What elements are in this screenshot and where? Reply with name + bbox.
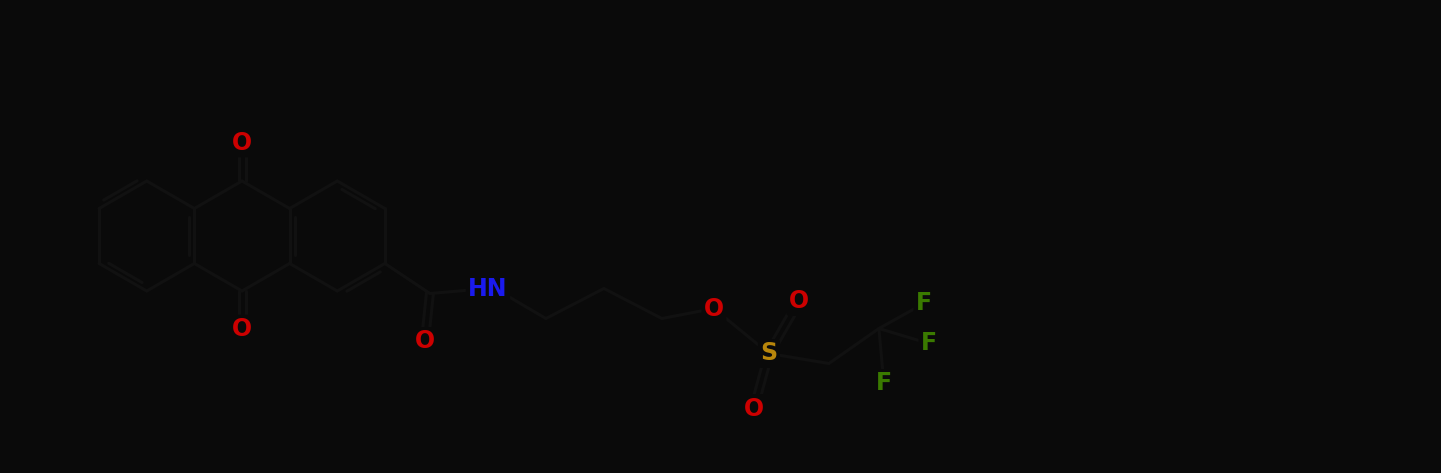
Text: HN: HN: [468, 277, 507, 300]
Text: O: O: [703, 297, 723, 321]
Text: O: O: [415, 330, 435, 353]
Text: O: O: [232, 131, 252, 155]
Text: S: S: [761, 342, 778, 366]
Text: O: O: [232, 317, 252, 341]
Text: F: F: [921, 332, 937, 356]
Text: F: F: [876, 371, 892, 395]
Text: O: O: [788, 289, 808, 314]
Text: F: F: [916, 291, 932, 315]
Text: O: O: [744, 396, 764, 420]
